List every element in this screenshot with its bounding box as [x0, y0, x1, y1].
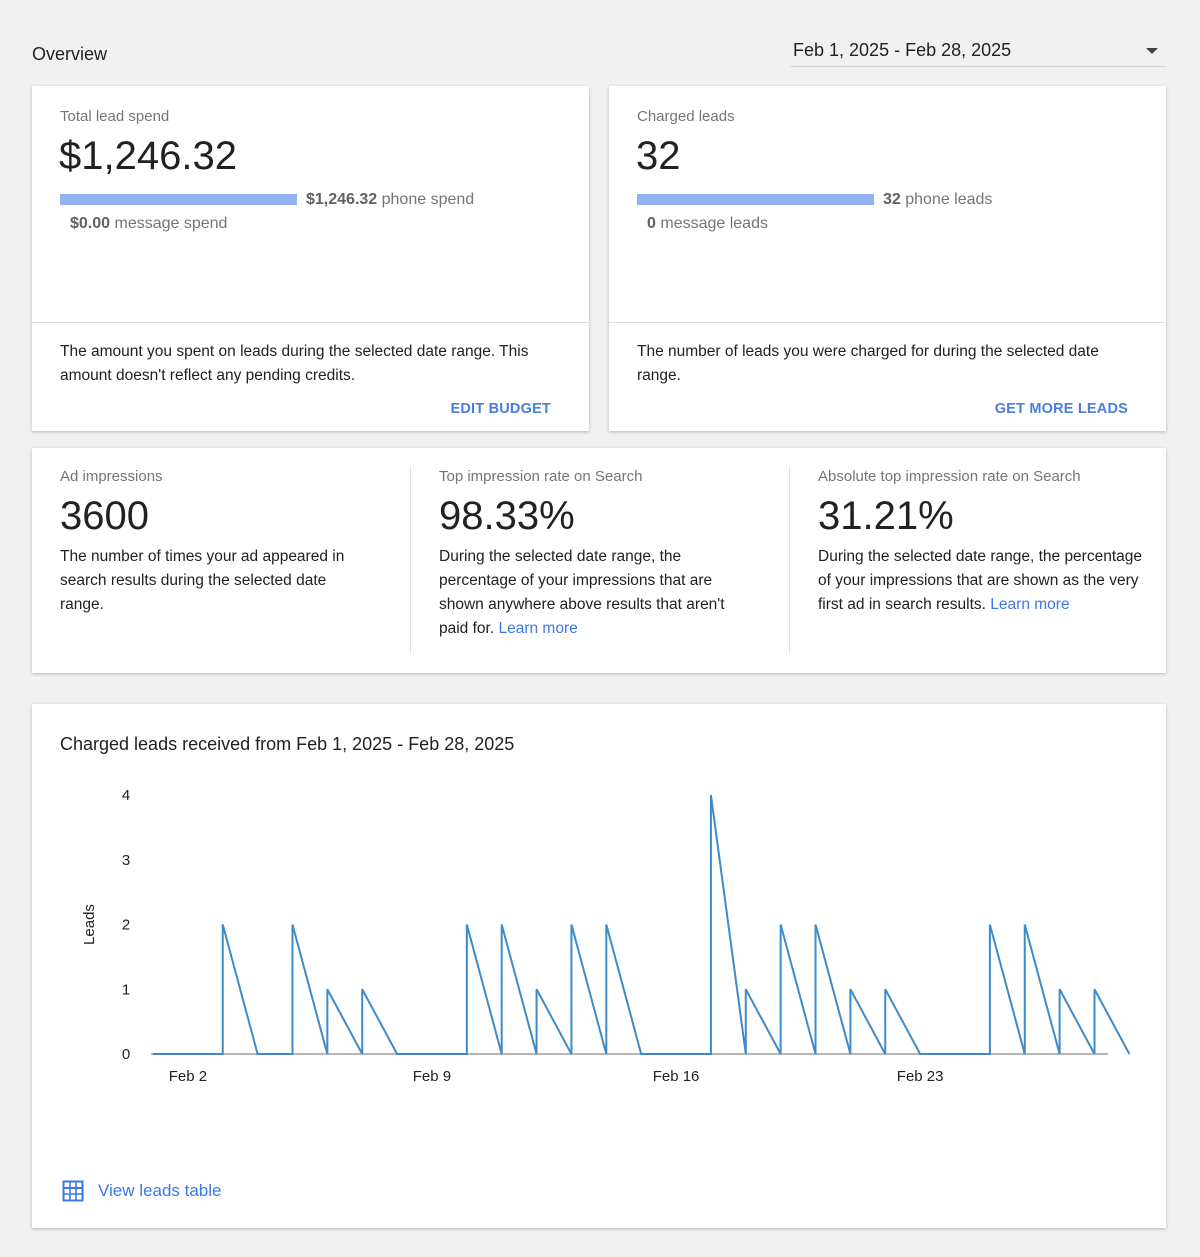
- metric-top-impression-rate: Top impression rate on Search 98.33% Dur…: [439, 466, 769, 641]
- chart-title: Charged leads received from Feb 1, 2025 …: [60, 734, 515, 754]
- y-tick-label: 3: [122, 852, 130, 869]
- x-tick-label: Feb 16: [653, 1068, 700, 1085]
- metric-absolute-top-impression-rate: Absolute top impression rate on Search 3…: [818, 466, 1148, 617]
- y-tick-label: 2: [122, 917, 130, 934]
- metric-description: The number of times your ad appeared in …: [60, 548, 345, 613]
- y-tick-label: 1: [122, 981, 130, 998]
- y-axis-label: Leads: [81, 904, 98, 945]
- charged-leads-value: 32: [636, 134, 681, 178]
- card-description: The amount you spent on leads during the…: [60, 343, 529, 384]
- divider: [609, 322, 1166, 323]
- leads-series-line: [153, 794, 1131, 1055]
- metric-ad-impressions: Ad impressions 3600 The number of times …: [60, 466, 390, 617]
- x-tick-label: Feb 2: [169, 1068, 207, 1085]
- phone-leads-bar: [637, 194, 874, 205]
- table-icon: [62, 1180, 84, 1202]
- metric-description: During the selected date range, the perc…: [439, 548, 725, 637]
- dropdown-arrow-icon: [1146, 48, 1158, 54]
- x-tick-label: Feb 9: [413, 1068, 451, 1085]
- total-lead-spend-card: Total lead spend $1,246.32 $1,246.32 pho…: [32, 86, 589, 431]
- metric-label: Top impression rate on Search: [439, 468, 643, 485]
- y-tick-label: 0: [122, 1046, 130, 1063]
- total-spend-value: $1,246.32: [59, 134, 237, 178]
- metric-label: Absolute top impression rate on Search: [818, 468, 1081, 485]
- learn-more-link[interactable]: Learn more: [990, 596, 1070, 613]
- page-title: Overview: [32, 44, 108, 64]
- date-range-value: Feb 1, 2025 - Feb 28, 2025: [793, 40, 1012, 60]
- card-description: The number of leads you were charged for…: [637, 343, 1099, 384]
- message-spend: $0.00 message spend: [70, 215, 228, 232]
- metric-description: During the selected date range, the perc…: [818, 548, 1143, 613]
- x-tick-label: Feb 23: [897, 1068, 944, 1085]
- leads-line-chart: 0 1 2 3 4 Feb 2 Feb 9 Feb 16 Feb 23 Leads: [81, 787, 1131, 1085]
- divider: [789, 466, 790, 654]
- divider: [410, 466, 411, 654]
- message-leads: 0 message leads: [647, 215, 768, 232]
- edit-budget-button[interactable]: EDIT BUDGET: [450, 401, 551, 417]
- metric-value: 98.33%: [439, 494, 575, 538]
- divider: [32, 322, 589, 323]
- date-range-select[interactable]: Feb 1, 2025 - Feb 28, 2025: [790, 38, 1166, 67]
- phone-spend-bar: [60, 194, 297, 205]
- card-label: Charged leads: [637, 108, 735, 125]
- view-leads-table-link[interactable]: View leads table: [62, 1180, 222, 1202]
- y-tick-label: 4: [122, 787, 130, 804]
- metric-value: 3600: [60, 494, 149, 538]
- phone-spend: $1,246.32 phone spend: [306, 191, 475, 208]
- impressions-card: Ad impressions 3600 The number of times …: [32, 448, 1166, 673]
- charged-leads-chart-card: Charged leads received from Feb 1, 2025 …: [32, 704, 1166, 1228]
- phone-leads: 32 phone leads: [883, 191, 993, 208]
- card-label: Total lead spend: [60, 108, 170, 125]
- get-more-leads-button[interactable]: GET MORE LEADS: [994, 401, 1128, 417]
- charged-leads-card: Charged leads 32 32 phone leads 0 messag…: [609, 86, 1166, 431]
- view-leads-table-label: View leads table: [98, 1181, 222, 1200]
- metric-value: 31.21%: [818, 494, 954, 538]
- metric-label: Ad impressions: [60, 468, 163, 485]
- learn-more-link[interactable]: Learn more: [498, 620, 578, 637]
